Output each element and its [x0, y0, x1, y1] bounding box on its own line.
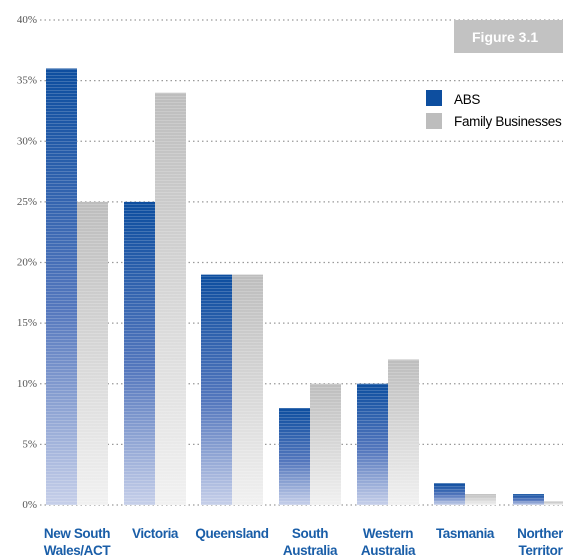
figure-badge: Figure 3.1: [454, 20, 563, 53]
category-label: Northern Territory: [517, 526, 563, 558]
y-tick-label: 20%: [17, 257, 37, 269]
bar-abs-texture: [434, 483, 465, 505]
bar-family-businesses-texture: [544, 501, 563, 505]
category-label: Western Australia: [361, 526, 416, 558]
bar-abs-texture: [279, 408, 310, 505]
bar-family-businesses-texture: [77, 201, 108, 505]
category-label: Queensland: [195, 526, 268, 541]
category-label-line: New South: [44, 526, 110, 541]
bars: [46, 68, 563, 505]
category-label-line: Tasmania: [436, 526, 495, 541]
y-tick-label: 30%: [17, 135, 37, 147]
legend: ABS Family Businesses: [426, 90, 562, 129]
bar-family-businesses-texture: [388, 359, 419, 505]
bar-abs-texture: [201, 274, 232, 505]
category-label: South Australia: [283, 526, 338, 558]
category-label-line: Australia: [361, 543, 416, 558]
category-label-line: Wales/ACT: [44, 543, 112, 558]
y-tick-label: 5%: [22, 438, 37, 450]
category-label: Victoria: [132, 526, 179, 541]
category-label: New South Wales/ACT: [44, 526, 112, 558]
y-tick-label: 40%: [17, 14, 37, 26]
legend-swatch-family-businesses: [426, 113, 442, 129]
bar-abs-texture: [124, 201, 155, 505]
category-label-line: Victoria: [132, 526, 179, 541]
legend-label-abs: ABS: [454, 92, 480, 107]
bar-family-businesses-texture: [232, 274, 263, 505]
bar-family-businesses-texture: [465, 494, 496, 505]
bar-family-businesses-texture: [310, 383, 341, 505]
y-tick-label: 10%: [17, 378, 37, 390]
bar-abs-texture: [46, 68, 77, 505]
y-tick-label: 35%: [17, 75, 37, 87]
bar-abs-texture: [513, 494, 544, 505]
category-label: Tasmania: [436, 526, 495, 541]
figure-badge-label: Figure 3.1: [472, 29, 538, 45]
legend-swatch-abs: [426, 90, 442, 106]
bar-family-businesses-texture: [155, 92, 186, 505]
legend-label-family-businesses: Family Businesses: [454, 114, 562, 129]
bar-abs-texture: [357, 383, 388, 505]
y-tick-label: 25%: [17, 196, 37, 208]
category-label-line: South: [292, 526, 328, 541]
category-label-line: Queensland: [195, 526, 268, 541]
category-label-line: Western: [363, 526, 413, 541]
category-label-line: Australia: [283, 543, 338, 558]
y-tick-label: 0%: [22, 499, 37, 511]
figure-badge-bg: [454, 20, 563, 53]
category-label-line: Territory: [519, 543, 563, 558]
y-tick-label: 15%: [17, 317, 37, 329]
category-labels: New South Wales/ACT Victoria Queensland Sout…: [44, 526, 563, 558]
category-label-line: Northern: [517, 526, 563, 541]
